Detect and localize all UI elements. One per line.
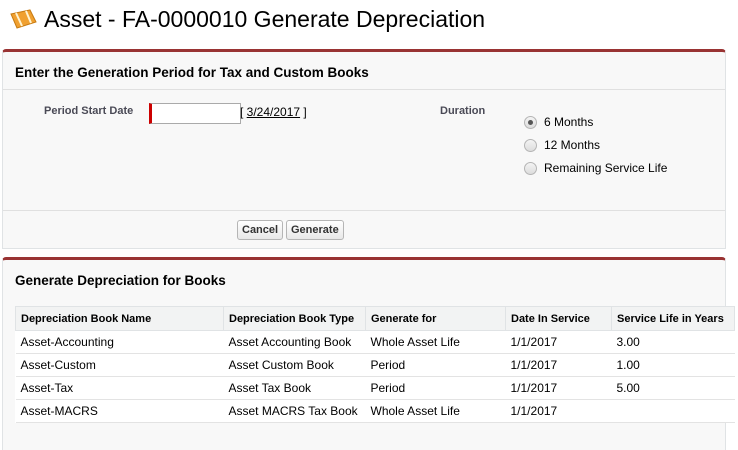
table-cell: 5.00	[611, 376, 735, 400]
table-cell: Whole Asset Life	[365, 330, 506, 354]
table-cell: Period	[365, 353, 506, 377]
generate-button[interactable]: Generate	[286, 220, 344, 240]
table-cell: Asset Custom Book	[223, 353, 366, 377]
table-cell: Asset-Accounting	[15, 330, 224, 354]
table-cell: 1/1/2017	[505, 376, 612, 400]
table-row: Asset-Accounting Asset Accounting Book Who…	[15, 330, 735, 354]
radio-remaining-service-life[interactable]: Remaining Service Life	[524, 161, 667, 175]
column-header: Depreciation Book Name	[15, 306, 224, 331]
table-cell: Whole Asset Life	[365, 399, 506, 423]
books-panel: Generate Depreciation for Books Deprecia…	[2, 257, 735, 450]
radio-label: Remaining Service Life	[544, 161, 668, 175]
table-cell: Asset Accounting Book	[223, 330, 366, 354]
radio-button[interactable]	[524, 161, 537, 175]
period-start-date-label: Period Start Date	[44, 105, 134, 117]
table-cell: Asset Tax Book	[223, 376, 366, 400]
generation-period-panel: Enter the Generation Period for Tax and …	[2, 49, 726, 249]
table-cell: 3.00	[611, 330, 735, 354]
column-header: Depreciation Book Type	[223, 306, 366, 331]
table-cell: 1/1/2017	[505, 353, 612, 377]
radio-button[interactable]	[524, 115, 537, 129]
period-start-date-input[interactable]	[149, 103, 241, 124]
table-row: Asset-MACRS Asset MACRS Tax Book Whole Ass…	[15, 399, 735, 423]
table-cell	[611, 399, 735, 423]
radio-button[interactable]	[524, 138, 537, 152]
table-cell: 1/1/2017	[505, 399, 612, 423]
table-row: Asset-Custom Asset Custom Book Period 1/1/2…	[15, 353, 735, 377]
table-cell: 1.00	[611, 353, 735, 377]
page-title: Asset - FA-0000010 Generate Depreciation	[44, 6, 486, 32]
column-header: Generate for	[365, 306, 506, 331]
table-row: Asset-Tax Asset Tax Book Period 1/1/2017 5.0…	[15, 376, 735, 400]
default-date-link[interactable]: 3/24/2017	[246, 105, 301, 119]
table-cell: Period	[365, 376, 506, 400]
table-cell: Asset MACRS Tax Book	[223, 399, 366, 423]
column-header: Service Life in Years	[611, 306, 735, 331]
column-header: Date In Service	[505, 306, 612, 331]
radio-label: 12 Months	[544, 138, 601, 152]
table-cell: 1/1/2017	[505, 330, 612, 354]
table-cell: Asset-Tax	[15, 376, 224, 400]
duration-label: Duration	[440, 105, 486, 117]
section-title: Generate Depreciation for Books	[15, 273, 226, 288]
table-cell: Asset-Custom	[15, 353, 224, 377]
cancel-button[interactable]: Cancel	[237, 220, 284, 240]
asset-icon	[10, 9, 37, 29]
default-date: [ 3/24/2017 ]	[240, 105, 307, 119]
radio-6-months[interactable]: 6 Months	[524, 115, 593, 129]
section-title: Enter the Generation Period for Tax and …	[15, 65, 369, 80]
table-cell: Asset-MACRS	[15, 399, 224, 423]
books-table: Depreciation Book Name Depreciation Book…	[15, 306, 735, 423]
radio-label: 6 Months	[544, 115, 594, 129]
radio-12-months[interactable]: 12 Months	[524, 138, 600, 152]
